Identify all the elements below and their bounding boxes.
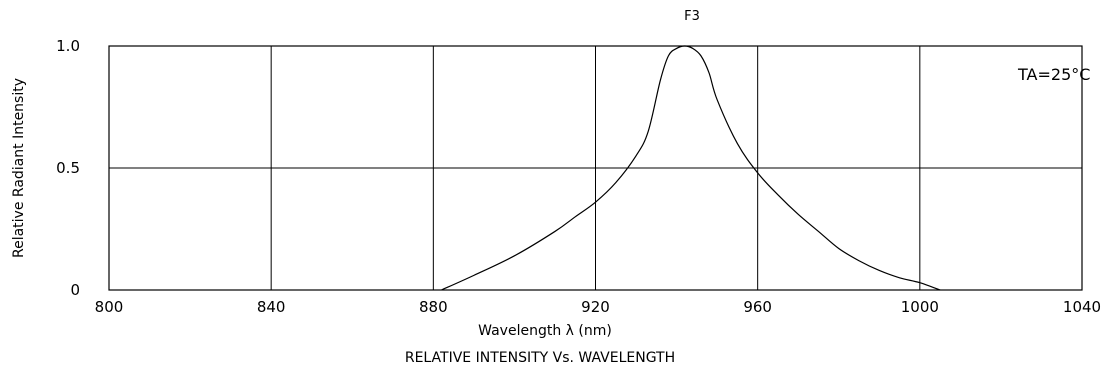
y-tick-label: 0 <box>70 281 80 299</box>
x-tick-label: 1000 <box>901 298 939 316</box>
plot-frame <box>108 45 1083 291</box>
intensity-curve <box>441 45 941 291</box>
x-tick-label: 920 <box>581 298 610 316</box>
y-tick-label: 1.0 <box>56 37 80 55</box>
x-tick-label: 840 <box>257 298 286 316</box>
grid <box>109 46 1082 290</box>
chart-title: RELATIVE INTENSITY Vs. WAVELENGTH <box>405 350 675 366</box>
x-tick-label: 960 <box>743 298 772 316</box>
x-tick-label: 1040 <box>1063 298 1101 316</box>
y-tick-labels: 0 0.5 1.0 <box>56 37 80 299</box>
y-axis-label: Relative Radiant Intensity <box>11 78 27 258</box>
y-tick-label: 0.5 <box>56 159 80 177</box>
x-axis-label: Wavelength λ (nm) <box>478 323 612 339</box>
x-tick-label: 800 <box>95 298 124 316</box>
chart-top-label: F3 <box>684 9 700 24</box>
x-tick-labels: 800 840 880 920 960 1000 1040 <box>95 298 1101 316</box>
temperature-annotation: TA=25°C <box>1017 65 1090 84</box>
x-tick-label: 880 <box>419 298 448 316</box>
